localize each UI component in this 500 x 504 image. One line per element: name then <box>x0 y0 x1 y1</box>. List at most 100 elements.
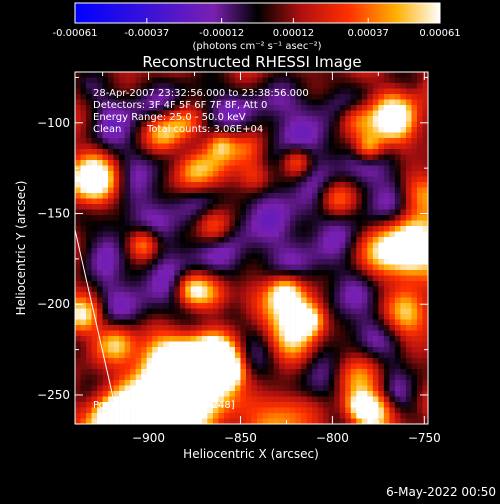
heat-cell <box>86 94 92 100</box>
heat-cell <box>168 330 175 337</box>
solar-limb-line <box>75 229 120 424</box>
heat-cell <box>290 259 296 265</box>
heat-cell <box>108 396 114 403</box>
heat-cell <box>378 248 385 254</box>
heat-cell <box>361 336 368 342</box>
heat-cell <box>339 231 346 238</box>
heat-cell <box>152 380 159 386</box>
heat-cell <box>257 110 263 117</box>
heat-cell <box>262 358 269 364</box>
heat-cell <box>279 176 285 183</box>
heat-cell <box>301 176 307 183</box>
heat-cell <box>328 253 335 260</box>
heat-cell <box>223 209 230 216</box>
heat-cell <box>174 352 181 359</box>
heat-cell <box>196 132 203 139</box>
heat-cell <box>257 77 263 84</box>
heat-cell <box>301 215 307 221</box>
heat-cell <box>334 110 341 117</box>
heat-cell <box>279 369 285 375</box>
heat-cell <box>411 99 418 106</box>
heat-cell <box>279 325 285 331</box>
heat-cell <box>323 72 330 78</box>
heat-cell <box>334 303 341 309</box>
heat-cell <box>234 292 241 298</box>
heat-cell <box>201 94 208 100</box>
heat-cell <box>86 281 92 287</box>
heat-cell <box>284 341 291 348</box>
heat-cell <box>240 396 247 403</box>
heat-cell <box>328 193 335 199</box>
heat-cell <box>328 308 335 315</box>
heat-cell <box>361 231 368 238</box>
heat-cell <box>97 374 103 381</box>
heat-cell <box>174 176 181 183</box>
heat-cell <box>372 341 379 348</box>
heat-cell <box>290 418 296 424</box>
heat-cell <box>251 83 258 89</box>
heat-cell <box>218 286 225 293</box>
heat-cell <box>400 176 407 183</box>
heat-cell <box>262 341 269 348</box>
heat-cell <box>163 187 170 194</box>
heat-cell <box>262 347 269 353</box>
heat-cell <box>334 165 341 172</box>
heat-cell <box>130 407 136 414</box>
heat-cell <box>317 209 324 216</box>
heat-cell <box>251 253 258 260</box>
heat-cell <box>234 83 241 89</box>
heat-cell <box>301 374 307 381</box>
heat-cell <box>119 226 125 232</box>
heat-cell <box>91 380 98 386</box>
heat-cell <box>284 226 291 232</box>
heat-cell <box>207 77 214 84</box>
heat-cell <box>251 138 258 144</box>
heat-cell <box>273 226 280 232</box>
heat-cell <box>146 182 153 188</box>
heat-cell <box>411 413 418 419</box>
heat-cell <box>295 94 302 100</box>
heat-cell <box>163 237 170 243</box>
heat-cell <box>301 275 307 282</box>
heat-cell <box>301 182 307 188</box>
heat-cell <box>163 264 170 271</box>
heat-cell <box>350 308 357 315</box>
heat-cell <box>405 72 412 78</box>
heat-cell <box>378 198 385 205</box>
heat-cell <box>339 187 346 194</box>
heat-cell <box>152 198 159 205</box>
heat-cell <box>312 94 318 100</box>
heat-cell <box>317 396 324 403</box>
heat-cell <box>350 72 357 78</box>
heat-cell <box>361 341 368 348</box>
heat-cell <box>301 171 307 177</box>
heat-cell <box>411 110 418 117</box>
heat-cell <box>328 374 335 381</box>
heat-cell <box>152 413 159 419</box>
heat-cell <box>234 165 241 172</box>
heat-cell <box>97 314 103 320</box>
heat-cell <box>257 303 263 309</box>
heat-cell <box>273 380 280 386</box>
heat-cell <box>411 358 418 364</box>
heat-cell <box>168 297 175 304</box>
heat-cell <box>207 413 214 419</box>
heat-cell <box>102 253 109 260</box>
heat-cell <box>356 160 363 166</box>
heat-cell <box>146 198 153 205</box>
heat-cell <box>207 88 214 95</box>
heat-cell <box>240 407 247 414</box>
heat-cell <box>196 116 203 122</box>
heat-cell <box>306 418 313 424</box>
heat-cell <box>135 88 142 95</box>
heat-cell <box>405 204 412 210</box>
heat-cell <box>378 314 385 320</box>
heat-cell <box>416 220 423 227</box>
heat-cell <box>190 358 197 364</box>
heat-cell <box>262 105 269 111</box>
heat-cell <box>262 259 269 265</box>
heat-cell <box>416 165 423 172</box>
heat-cell <box>141 198 148 205</box>
heat-cell <box>179 72 186 78</box>
heat-cell <box>91 127 98 133</box>
